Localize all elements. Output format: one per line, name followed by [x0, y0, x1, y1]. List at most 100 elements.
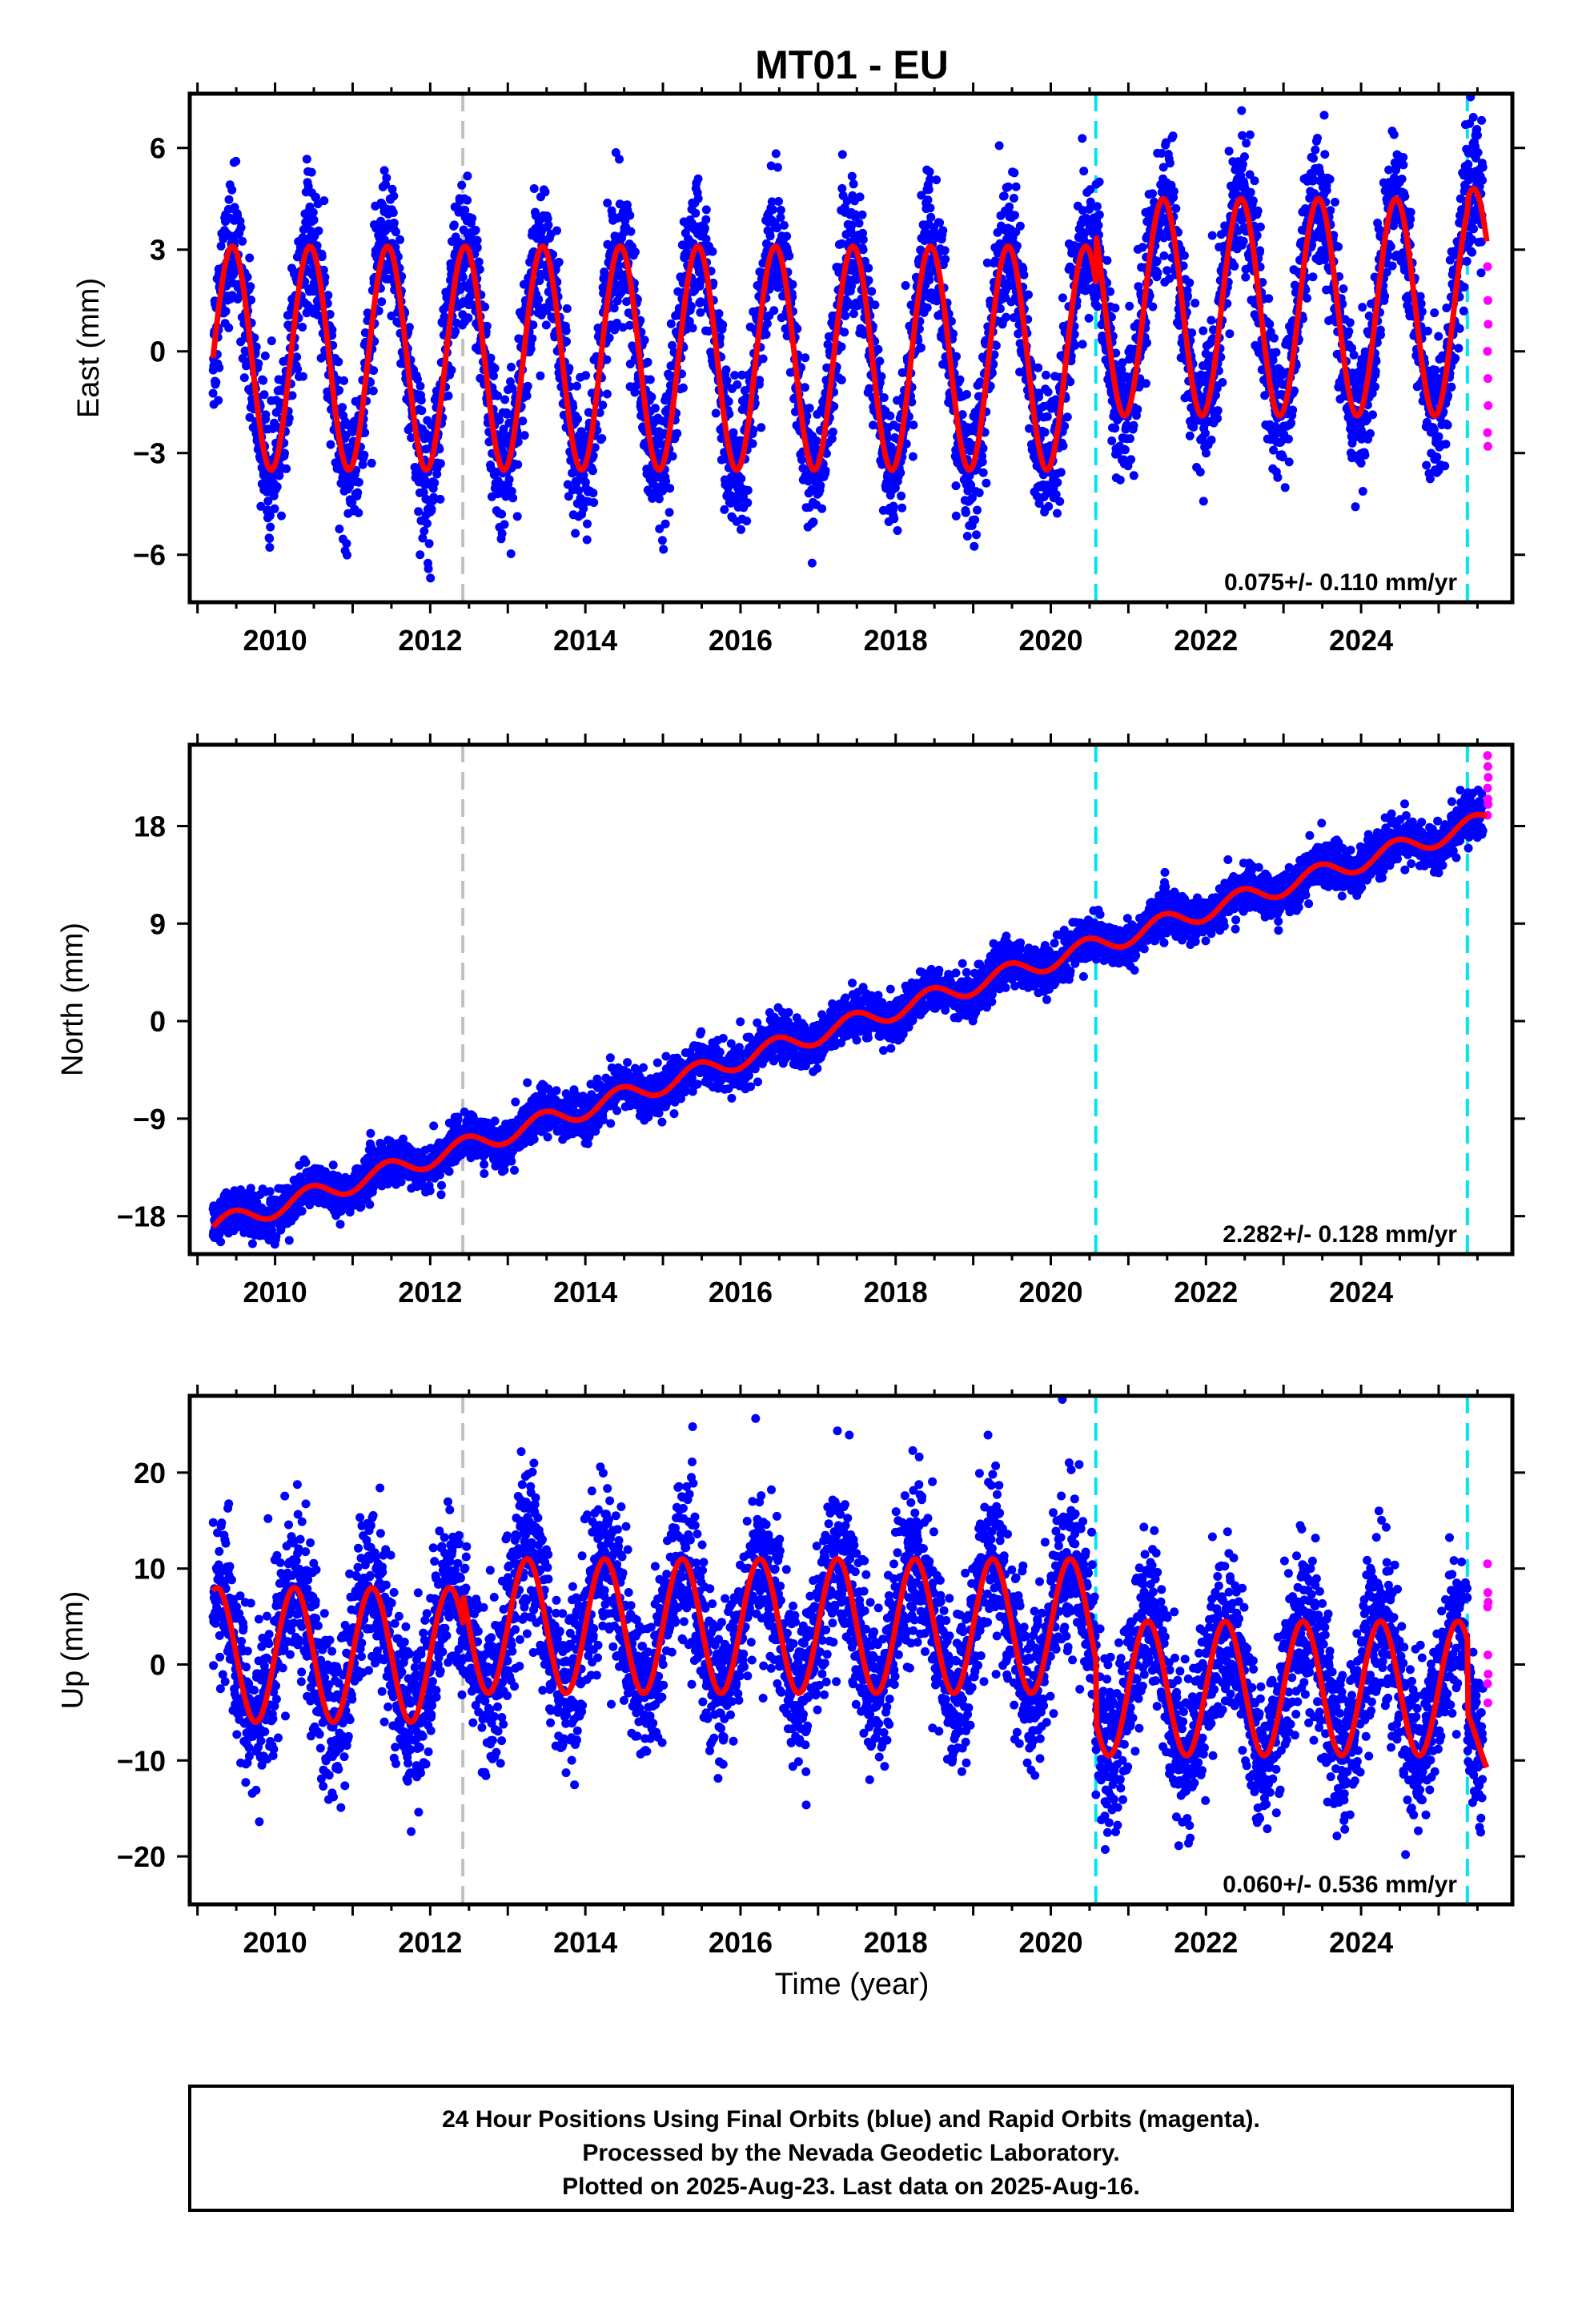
final-point — [583, 519, 592, 529]
final-point — [1179, 251, 1189, 260]
final-point — [224, 195, 234, 204]
final-point — [1250, 176, 1259, 186]
final-point — [785, 251, 794, 261]
final-point — [420, 526, 429, 536]
final-point — [1358, 303, 1367, 312]
final-point — [1303, 293, 1311, 303]
final-point — [382, 173, 391, 183]
final-point — [1345, 318, 1355, 328]
final-point — [1199, 497, 1208, 506]
final-point — [765, 231, 775, 241]
final-point — [659, 545, 669, 554]
final-point — [468, 214, 477, 223]
final-point — [1055, 497, 1065, 506]
final-point — [1309, 154, 1318, 163]
final-point — [246, 282, 255, 292]
final-point — [1253, 206, 1263, 215]
final-point — [643, 357, 652, 367]
final-point — [319, 196, 329, 206]
final-point — [668, 452, 677, 461]
final-point — [528, 334, 537, 344]
final-point — [214, 396, 223, 405]
final-point — [1070, 340, 1080, 350]
final-point — [1287, 418, 1296, 428]
final-point — [897, 491, 906, 501]
final-point — [1371, 367, 1380, 376]
final-point — [376, 216, 386, 226]
final-point — [855, 192, 865, 202]
final-point — [1195, 468, 1205, 476]
final-point — [673, 428, 682, 438]
final-point — [1284, 457, 1294, 467]
final-point — [460, 205, 470, 215]
final-point — [1191, 299, 1200, 308]
final-point — [298, 323, 307, 332]
final-point — [359, 450, 369, 460]
final-point — [436, 459, 445, 468]
final-point — [757, 423, 766, 432]
final-point — [665, 508, 674, 517]
final-point — [497, 529, 507, 538]
final-point — [1360, 450, 1370, 460]
final-point — [404, 323, 414, 332]
final-point — [1058, 441, 1068, 451]
final-point — [1225, 329, 1235, 339]
final-point — [714, 309, 724, 319]
final-point — [678, 383, 688, 392]
final-point — [413, 375, 422, 384]
final-point — [529, 184, 539, 193]
final-point — [1248, 196, 1258, 206]
final-point — [718, 320, 728, 330]
final-point — [1351, 502, 1360, 512]
final-point — [416, 550, 425, 560]
final-point — [1241, 272, 1251, 282]
final-point — [1126, 434, 1134, 444]
final-point — [1238, 159, 1247, 169]
final-point — [426, 573, 436, 583]
final-point — [821, 466, 830, 476]
final-point — [256, 501, 266, 511]
final-point — [367, 458, 376, 468]
final-point — [572, 381, 581, 391]
final-point — [282, 464, 291, 473]
final-point — [889, 514, 899, 524]
final-point — [215, 363, 224, 372]
final-point — [776, 205, 785, 215]
final-point — [471, 225, 480, 235]
final-point — [875, 356, 885, 366]
final-point — [472, 243, 482, 252]
final-point — [1311, 145, 1320, 155]
final-point — [1371, 382, 1380, 392]
final-point — [924, 185, 934, 195]
final-point — [486, 353, 496, 363]
final-point — [999, 191, 1009, 201]
final-point — [630, 247, 640, 257]
final-point — [284, 413, 294, 423]
final-point — [1237, 106, 1247, 115]
final-point — [1042, 370, 1050, 380]
final-point — [387, 184, 397, 194]
final-point — [762, 319, 772, 328]
final-point — [603, 199, 612, 207]
final-point — [700, 223, 709, 233]
final-point — [263, 497, 273, 506]
final-point — [650, 404, 660, 413]
final-point — [354, 508, 363, 517]
final-point — [1044, 501, 1054, 511]
final-point — [536, 371, 545, 380]
final-point — [245, 412, 255, 422]
final-point — [782, 231, 792, 241]
final-point — [1325, 175, 1335, 184]
final-point — [896, 468, 905, 477]
final-point — [602, 389, 612, 399]
final-point — [1141, 379, 1150, 388]
final-point — [742, 517, 752, 526]
final-point — [343, 550, 351, 560]
final-point — [265, 511, 275, 521]
final-point — [743, 498, 753, 508]
final-point — [472, 235, 482, 245]
final-point — [1148, 189, 1158, 199]
final-point — [800, 383, 809, 392]
final-point — [661, 519, 670, 529]
final-point — [1126, 455, 1136, 464]
